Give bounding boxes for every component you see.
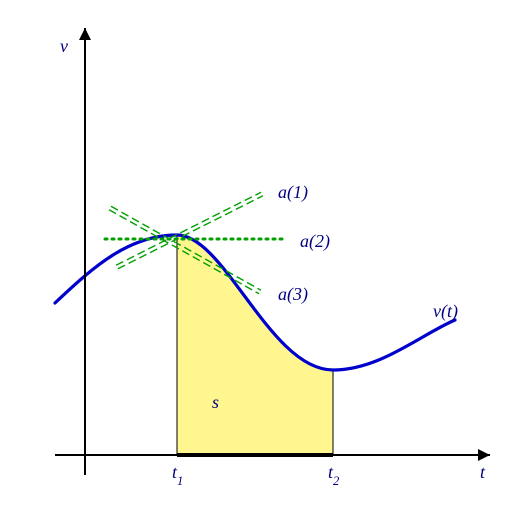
tick-label-t2: t2 [328, 462, 340, 488]
area-under-curve [177, 235, 333, 455]
area-label: s [212, 392, 219, 412]
tangent-a1-label: a(1) [278, 182, 308, 203]
tangent-a2-label: a(2) [300, 231, 330, 252]
tangent-a3-label: a(3) [278, 284, 308, 305]
y-axis-arrow [79, 28, 91, 40]
x-axis-label: t [480, 462, 486, 482]
x-axis-arrow [478, 449, 490, 461]
y-axis-label: v [60, 36, 68, 56]
curve-label: v(t) [433, 301, 458, 322]
tick-label-t1: t1 [172, 462, 183, 488]
